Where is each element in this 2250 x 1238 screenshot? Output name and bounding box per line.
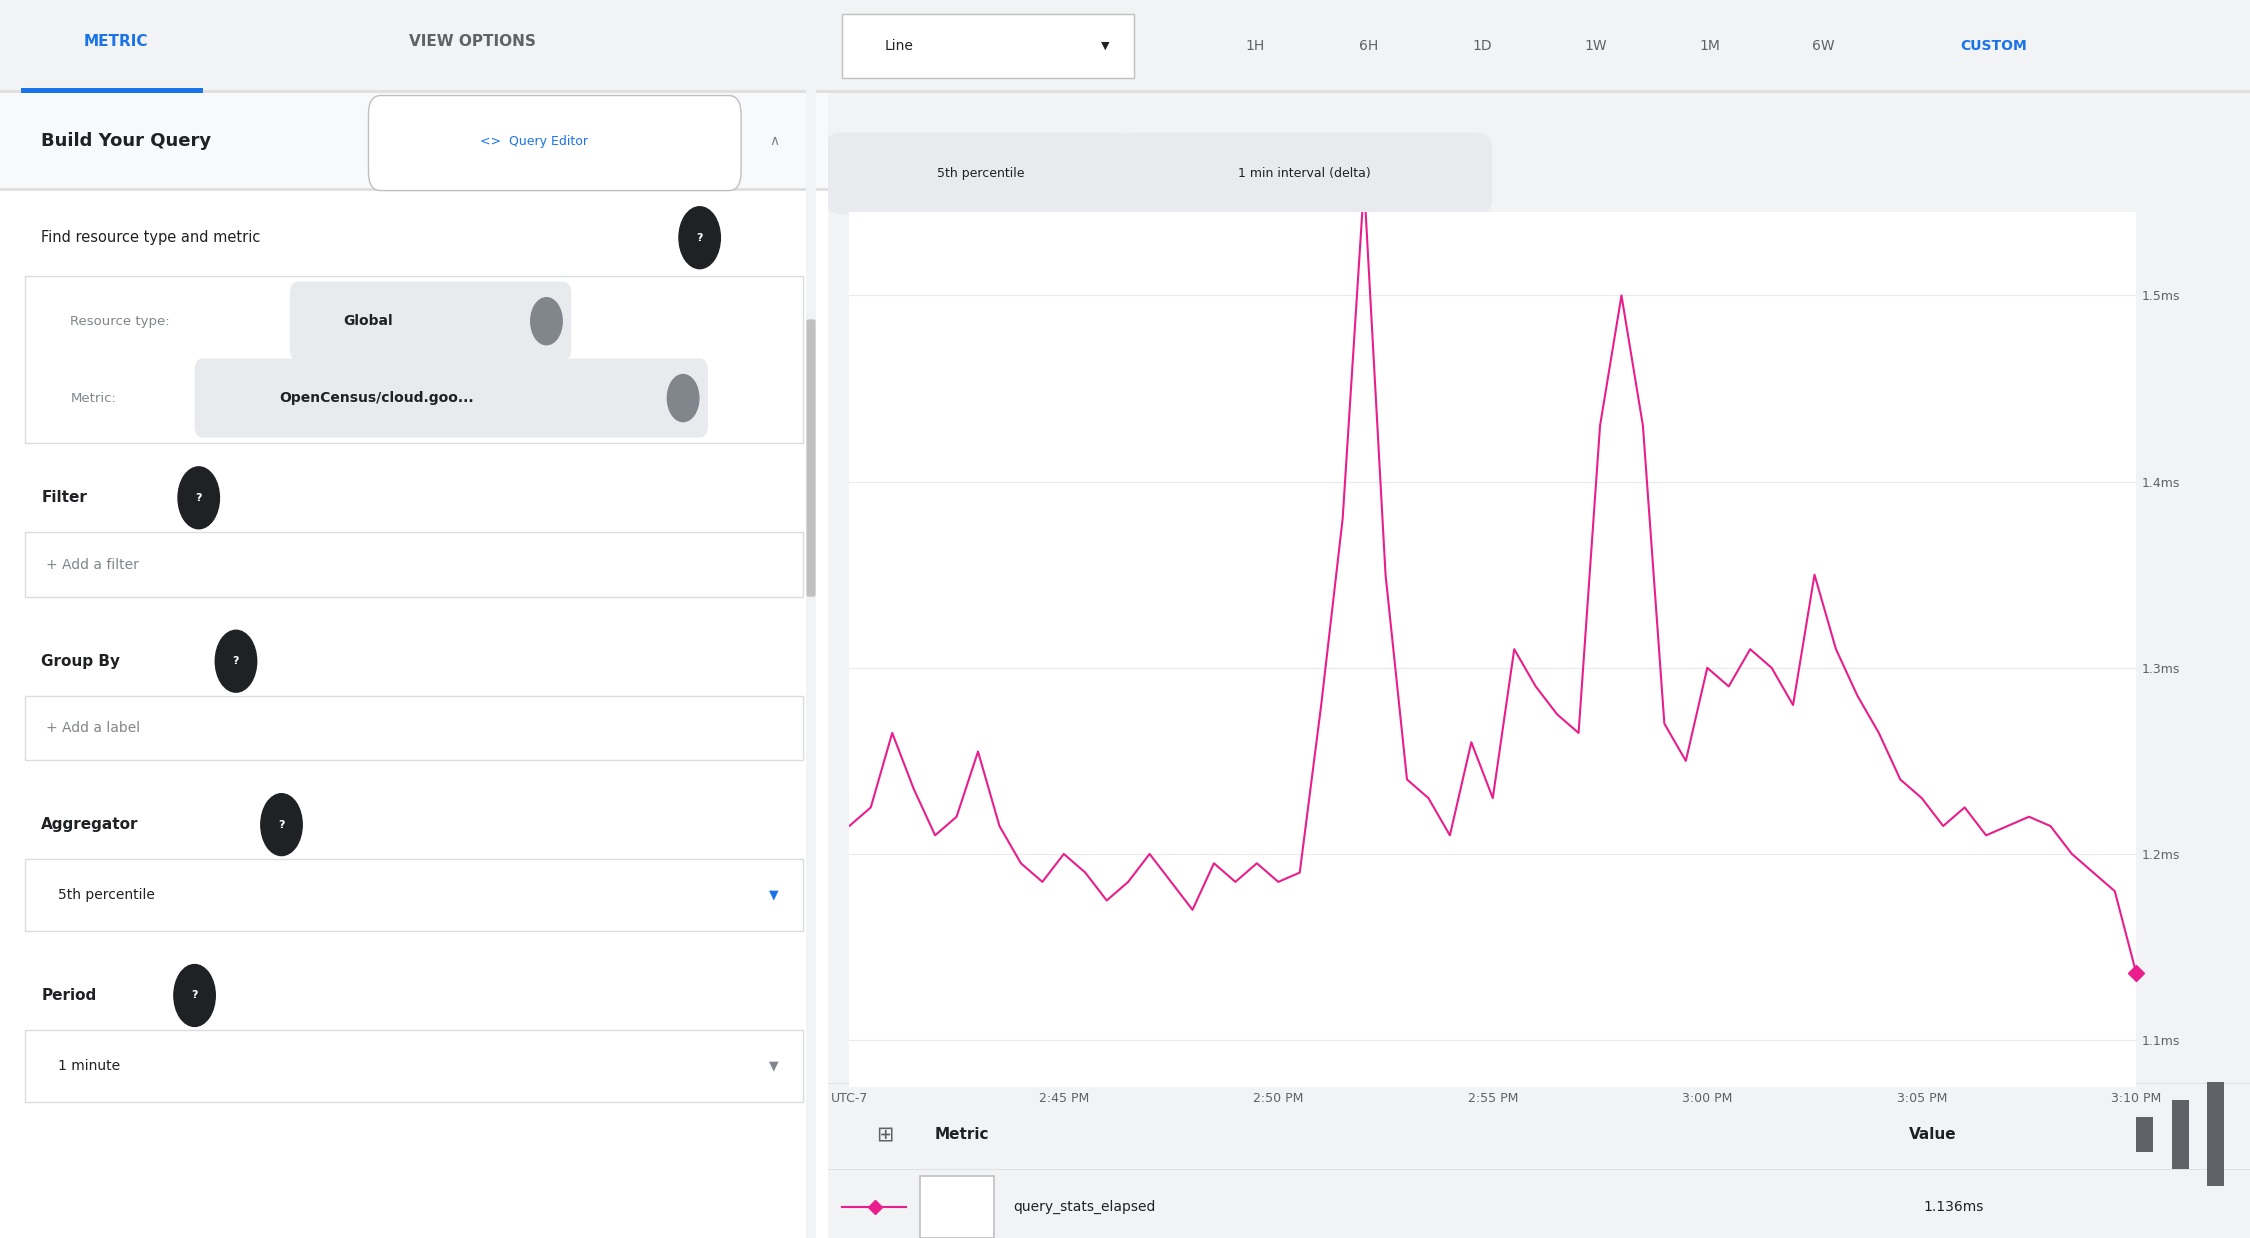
Text: ?: ? [191, 990, 198, 1000]
Text: ?: ? [196, 493, 202, 503]
FancyBboxPatch shape [2207, 1082, 2225, 1186]
Text: OpenCensus/cloud.goo...: OpenCensus/cloud.goo... [279, 391, 475, 405]
Text: Find resource type and metric: Find resource type and metric [40, 230, 261, 245]
Text: 1.136ms: 1.136ms [1924, 1200, 1982, 1214]
FancyBboxPatch shape [193, 359, 709, 438]
Text: ?: ? [698, 233, 702, 243]
Text: Period: Period [40, 988, 97, 1003]
Text: Build Your Query: Build Your Query [40, 132, 212, 150]
Text: Group By: Group By [40, 654, 122, 669]
Text: ?: ? [279, 820, 286, 829]
FancyBboxPatch shape [2171, 1099, 2189, 1169]
FancyBboxPatch shape [25, 532, 803, 597]
Text: Line: Line [884, 38, 914, 53]
Circle shape [668, 375, 700, 422]
FancyBboxPatch shape [25, 276, 803, 443]
FancyBboxPatch shape [1116, 132, 1492, 214]
FancyBboxPatch shape [806, 0, 817, 1238]
FancyBboxPatch shape [828, 90, 2250, 93]
Text: 1W: 1W [1584, 40, 1606, 53]
Circle shape [216, 630, 256, 692]
FancyBboxPatch shape [828, 1083, 2250, 1084]
Text: 1H: 1H [1244, 40, 1264, 53]
Text: 5th percentile: 5th percentile [936, 167, 1024, 180]
FancyBboxPatch shape [0, 90, 828, 93]
Text: Resource type:: Resource type: [70, 314, 171, 328]
FancyBboxPatch shape [290, 281, 572, 360]
Text: + Add a label: + Add a label [45, 721, 140, 735]
FancyBboxPatch shape [25, 696, 803, 760]
Text: CUSTOM: CUSTOM [1960, 40, 2027, 53]
Text: Aggregator: Aggregator [40, 817, 140, 832]
Text: 1 minute: 1 minute [58, 1058, 119, 1073]
FancyBboxPatch shape [0, 93, 828, 189]
Circle shape [178, 467, 220, 529]
Text: Filter: Filter [40, 490, 88, 505]
Text: VIEW OPTIONS: VIEW OPTIONS [410, 35, 536, 50]
Text: ▼: ▼ [1100, 41, 1109, 51]
Text: x: x [680, 394, 686, 404]
FancyBboxPatch shape [0, 0, 828, 93]
Text: Metric:: Metric: [70, 391, 117, 405]
FancyBboxPatch shape [826, 132, 1136, 214]
Text: 5th percentile: 5th percentile [58, 888, 155, 903]
FancyBboxPatch shape [828, 1169, 2250, 1170]
FancyBboxPatch shape [25, 1030, 803, 1102]
Text: Value: Value [1908, 1127, 1955, 1141]
Text: 1M: 1M [1699, 40, 1719, 53]
Circle shape [173, 964, 216, 1026]
Text: ▼: ▼ [770, 1060, 778, 1072]
Text: + Add a filter: + Add a filter [45, 557, 140, 572]
Text: 6W: 6W [1811, 40, 1834, 53]
Text: 1D: 1D [1472, 40, 1492, 53]
Text: METRIC: METRIC [83, 35, 148, 50]
Text: query_stats_elapsed: query_stats_elapsed [1012, 1200, 1154, 1214]
Text: ⊞: ⊞ [875, 1124, 893, 1144]
Circle shape [531, 297, 562, 344]
Text: Global: Global [344, 314, 394, 328]
FancyBboxPatch shape [0, 188, 828, 189]
Text: Metric: Metric [934, 1127, 990, 1141]
Circle shape [261, 794, 302, 855]
FancyBboxPatch shape [25, 859, 803, 931]
FancyBboxPatch shape [20, 88, 202, 93]
Circle shape [680, 207, 720, 269]
Text: <>  Query Editor: <> Query Editor [479, 135, 587, 147]
FancyBboxPatch shape [369, 95, 740, 191]
Text: ?: ? [232, 656, 238, 666]
FancyBboxPatch shape [0, 0, 828, 1238]
FancyBboxPatch shape [920, 1176, 994, 1238]
Text: ▼: ▼ [770, 889, 778, 901]
FancyBboxPatch shape [828, 0, 2250, 93]
FancyBboxPatch shape [842, 14, 1134, 78]
Text: x: x [542, 316, 549, 326]
FancyBboxPatch shape [2135, 1117, 2153, 1151]
Text: 1 min interval (delta): 1 min interval (delta) [1238, 167, 1370, 180]
FancyBboxPatch shape [806, 319, 814, 597]
Text: ∧: ∧ [770, 134, 778, 149]
Text: 6H: 6H [1359, 40, 1377, 53]
